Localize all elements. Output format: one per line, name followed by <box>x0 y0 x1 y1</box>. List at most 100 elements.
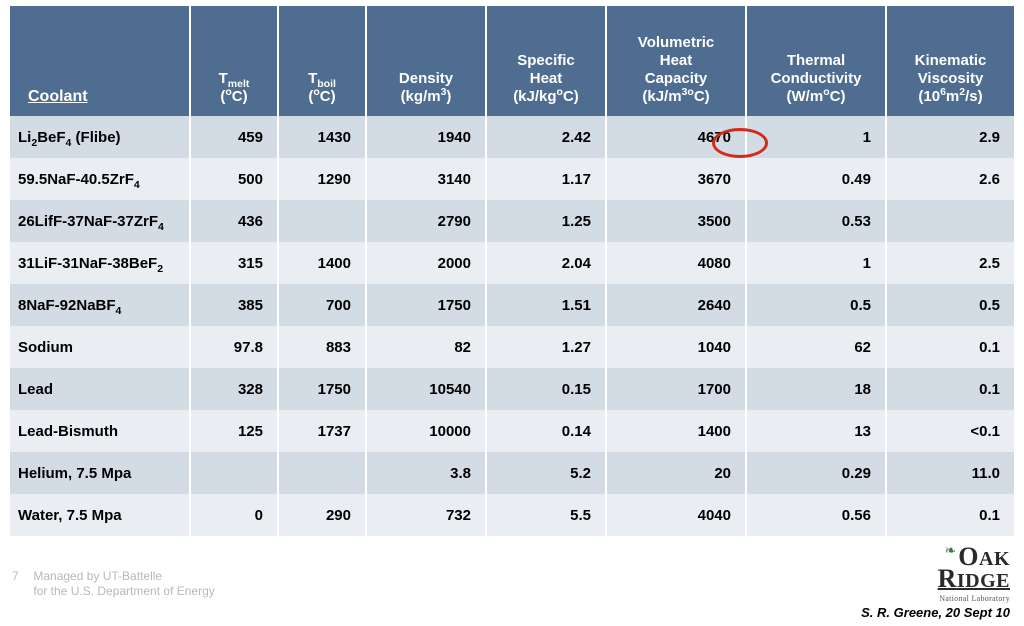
cell-value: 1290 <box>278 158 366 200</box>
cell-value: 0.5 <box>886 284 1014 326</box>
logo-subtitle: National Laboratory <box>939 594 1010 603</box>
cell-value <box>886 200 1014 242</box>
col-header: KinematicViscosity(106m2/s) <box>886 6 1014 116</box>
cell-value: 0.15 <box>486 368 606 410</box>
col-header: Tmelt(oC) <box>190 6 278 116</box>
cell-value: 0 <box>190 494 278 536</box>
cell-value: 0.56 <box>746 494 886 536</box>
table-row: 31LiF-31NaF-38BeF2315140020002.04408012.… <box>10 242 1014 284</box>
cell-value: 2.5 <box>886 242 1014 284</box>
cell-value: 4670 <box>606 116 746 158</box>
page-number: 7 <box>12 569 30 585</box>
cell-value: 18 <box>746 368 886 410</box>
cell-value: 13 <box>746 410 886 452</box>
coolant-name: 26LifF-37NaF-37ZrF4 <box>10 200 190 242</box>
cell-value: 11.0 <box>886 452 1014 494</box>
table-row: Li2BeF4 (Flibe)459143019402.42467012.9 <box>10 116 1014 158</box>
cell-value: 2790 <box>366 200 486 242</box>
cell-value: 1.17 <box>486 158 606 200</box>
table-header-row: CoolantTmelt(oC)Tboil(oC)Density(kg/m3)S… <box>10 6 1014 116</box>
coolant-properties-table: CoolantTmelt(oC)Tboil(oC)Density(kg/m3)S… <box>10 6 1014 536</box>
cell-value: 1750 <box>278 368 366 410</box>
coolant-name: 59.5NaF-40.5ZrF4 <box>10 158 190 200</box>
cell-value: 125 <box>190 410 278 452</box>
cell-value: 1737 <box>278 410 366 452</box>
cell-value: 3500 <box>606 200 746 242</box>
footer: 7 Managed by UT-Battelle for the U.S. De… <box>12 569 215 600</box>
footer-line2: for the U.S. Department of Energy <box>33 584 214 598</box>
leaf-icon: ❧ <box>945 546 957 558</box>
cell-value: 20 <box>606 452 746 494</box>
cell-value <box>278 200 366 242</box>
cell-value: <0.1 <box>886 410 1014 452</box>
cell-value: 1040 <box>606 326 746 368</box>
cell-value: 0.5 <box>746 284 886 326</box>
cell-value: 328 <box>190 368 278 410</box>
col-header-coolant: Coolant <box>10 6 190 116</box>
cell-value: 1.25 <box>486 200 606 242</box>
cell-value: 1430 <box>278 116 366 158</box>
coolant-name: Lead-Bismuth <box>10 410 190 452</box>
cell-value: 436 <box>190 200 278 242</box>
cell-value: 4080 <box>606 242 746 284</box>
cell-value: 700 <box>278 284 366 326</box>
table-row: 8NaF-92NaBF438570017501.5126400.50.5 <box>10 284 1014 326</box>
cell-value: 2000 <box>366 242 486 284</box>
cell-value: 1400 <box>606 410 746 452</box>
cell-value: 2.42 <box>486 116 606 158</box>
cell-value: 3670 <box>606 158 746 200</box>
cell-value: 1.51 <box>486 284 606 326</box>
cell-value: 0.49 <box>746 158 886 200</box>
cell-value: 10540 <box>366 368 486 410</box>
cell-value: 385 <box>190 284 278 326</box>
cell-value: 883 <box>278 326 366 368</box>
cell-value: 1.27 <box>486 326 606 368</box>
cell-value: 732 <box>366 494 486 536</box>
cell-value: 0.1 <box>886 494 1014 536</box>
table-row: Helium, 7.5 Mpa3.85.2200.2911.0 <box>10 452 1014 494</box>
cell-value: 2640 <box>606 284 746 326</box>
coolant-name: 8NaF-92NaBF4 <box>10 284 190 326</box>
cell-value: 1750 <box>366 284 486 326</box>
table-row: Lead-Bismuth1251737100000.14140013<0.1 <box>10 410 1014 452</box>
coolant-name: Li2BeF4 (Flibe) <box>10 116 190 158</box>
oak-ridge-logo: ❧OAK RIDGE National Laboratory <box>938 546 1010 604</box>
cell-value: 2.6 <box>886 158 1014 200</box>
cell-value: 1700 <box>606 368 746 410</box>
cell-value: 1400 <box>278 242 366 284</box>
cell-value: 0.14 <box>486 410 606 452</box>
cell-value: 3.8 <box>366 452 486 494</box>
cell-value: 2.9 <box>886 116 1014 158</box>
col-header: Density(kg/m3) <box>366 6 486 116</box>
col-header: SpecificHeat(kJ/kgoC) <box>486 6 606 116</box>
coolant-name: Sodium <box>10 326 190 368</box>
cell-value: 82 <box>366 326 486 368</box>
col-header: Tboil(oC) <box>278 6 366 116</box>
table-row: 26LifF-37NaF-37ZrF443627901.2535000.53 <box>10 200 1014 242</box>
coolant-name: 31LiF-31NaF-38BeF2 <box>10 242 190 284</box>
cell-value: 0.1 <box>886 368 1014 410</box>
cell-value: 290 <box>278 494 366 536</box>
table-row: Water, 7.5 Mpa02907325.540400.560.1 <box>10 494 1014 536</box>
coolant-name: Water, 7.5 Mpa <box>10 494 190 536</box>
cell-value: 10000 <box>366 410 486 452</box>
managed-by: Managed by UT-Battelle for the U.S. Depa… <box>33 569 214 600</box>
cell-value: 459 <box>190 116 278 158</box>
table-row: Sodium97.8883821.271040620.1 <box>10 326 1014 368</box>
slide: CoolantTmelt(oC)Tboil(oC)Density(kg/m3)S… <box>0 0 1024 626</box>
cell-value: 4040 <box>606 494 746 536</box>
cell-value: 500 <box>190 158 278 200</box>
cell-value: 97.8 <box>190 326 278 368</box>
cell-value: 0.1 <box>886 326 1014 368</box>
col-header: ThermalConductivity(W/moC) <box>746 6 886 116</box>
cell-value: 5.2 <box>486 452 606 494</box>
coolant-name: Lead <box>10 368 190 410</box>
col-header: VolumetricHeatCapacity(kJ/m3oC) <box>606 6 746 116</box>
cell-value: 5.5 <box>486 494 606 536</box>
footer-line1: Managed by UT-Battelle <box>33 569 162 583</box>
cell-value: 1940 <box>366 116 486 158</box>
table-row: Lead3281750105400.151700180.1 <box>10 368 1014 410</box>
cell-value: 3140 <box>366 158 486 200</box>
cell-value: 62 <box>746 326 886 368</box>
table-row: 59.5NaF-40.5ZrF4500129031401.1736700.492… <box>10 158 1014 200</box>
